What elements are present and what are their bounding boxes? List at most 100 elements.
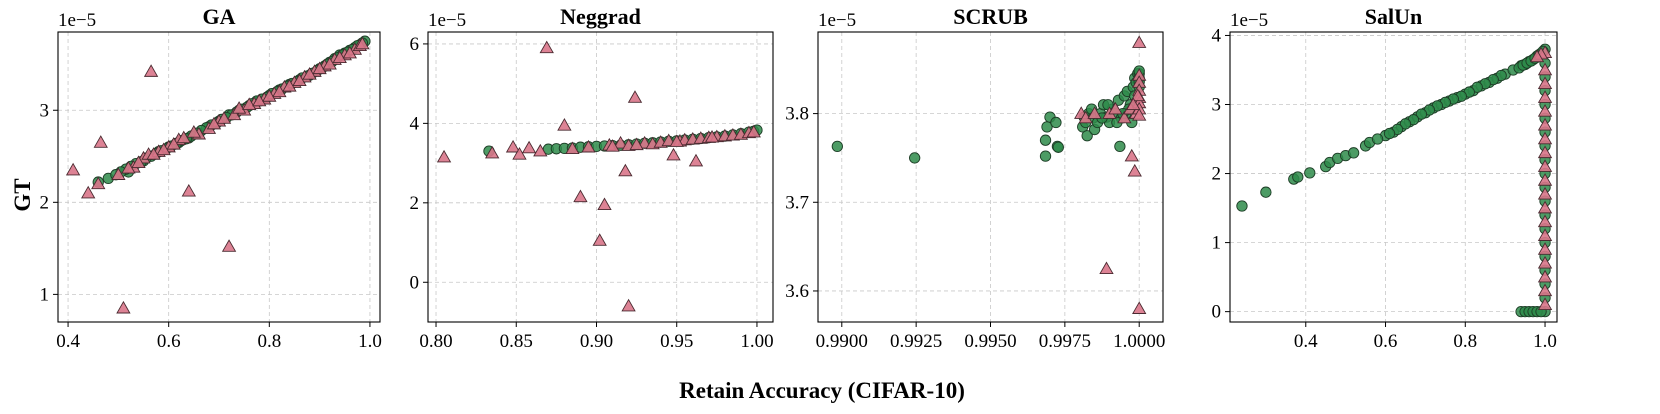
plot-area xyxy=(428,32,773,322)
grid xyxy=(818,32,1163,322)
y-scale-label: 1e−5 xyxy=(428,10,466,31)
y-tick-label: 1 xyxy=(1212,233,1222,254)
series-pink xyxy=(1529,45,1553,310)
point-triangle xyxy=(1537,269,1553,283)
point-circle xyxy=(1114,140,1126,153)
x-tick-label: 0.9950 xyxy=(964,331,1016,352)
point-triangle xyxy=(1130,88,1145,102)
point-triangle xyxy=(1117,110,1132,124)
point-circle xyxy=(1102,99,1114,111)
point-triangle xyxy=(1537,159,1553,172)
point-triangle xyxy=(1537,117,1553,131)
point-triangle xyxy=(557,118,572,131)
point-circle xyxy=(1236,200,1248,212)
point-triangle xyxy=(581,139,596,153)
point-triangle xyxy=(704,129,720,143)
point-triangle xyxy=(176,130,191,144)
point-triangle xyxy=(143,64,159,77)
point-triangle xyxy=(216,111,232,124)
panel-title: SalUn xyxy=(1365,4,1422,29)
point-triangle xyxy=(436,149,452,163)
point-triangle xyxy=(242,97,257,110)
point-triangle xyxy=(292,73,307,87)
panel-title: GA xyxy=(203,4,236,29)
y-tick-label: 3 xyxy=(1212,95,1222,116)
point-triangle xyxy=(1087,106,1102,119)
point-triangle xyxy=(512,147,527,160)
grid xyxy=(58,32,380,322)
point-circle xyxy=(1304,167,1316,179)
point-triangle xyxy=(322,56,337,70)
y-tick-label: 2 xyxy=(40,192,50,213)
point-triangle xyxy=(618,163,633,177)
y-scale-label: 1e−5 xyxy=(818,10,856,31)
marks xyxy=(831,35,1147,314)
point-triangle xyxy=(181,183,196,197)
x-tick-label: 1.0 xyxy=(358,331,382,352)
y-tick-label: 1 xyxy=(40,284,50,305)
x-tick-label: 1.00 xyxy=(740,331,773,352)
point-triangle xyxy=(1132,301,1147,314)
point-circle xyxy=(1081,130,1093,142)
point-triangle xyxy=(1537,256,1553,269)
point-triangle xyxy=(93,135,108,148)
panel-title: SCRUB xyxy=(953,4,1028,29)
point-triangle xyxy=(121,160,136,174)
point-triangle xyxy=(1537,228,1553,241)
shared-ylabel: GT xyxy=(10,178,35,211)
x-tick-label: 0.95 xyxy=(660,331,693,352)
point-triangle xyxy=(65,162,81,176)
point-triangle xyxy=(1127,163,1142,177)
x-tick-label: 0.8 xyxy=(1453,331,1477,352)
y-tick-label: 3.8 xyxy=(785,104,809,125)
point-triangle xyxy=(605,139,620,152)
point-triangle xyxy=(116,300,131,314)
point-triangle xyxy=(1537,200,1553,214)
y-scale-label: 1e−5 xyxy=(1230,10,1268,31)
x-tick-label: 0.4 xyxy=(1294,331,1318,352)
point-circle xyxy=(1052,141,1064,153)
point-triangle xyxy=(1537,297,1553,310)
x-tick-label: 0.6 xyxy=(1374,331,1398,352)
point-circle xyxy=(1292,171,1304,183)
x-tick-label: 0.6 xyxy=(157,331,181,352)
point-triangle xyxy=(613,135,628,149)
point-triangle xyxy=(1537,173,1553,186)
y-tick-label: 4 xyxy=(1212,25,1222,46)
y-tick-label: 4 xyxy=(410,113,420,134)
marks xyxy=(436,40,763,312)
point-triangle xyxy=(1537,214,1553,228)
point-triangle xyxy=(1537,186,1553,200)
point-circle xyxy=(909,152,921,164)
point-triangle xyxy=(505,139,521,153)
point-circle xyxy=(1039,134,1052,146)
point-triangle xyxy=(81,185,96,199)
point-circle xyxy=(1050,116,1062,129)
point-triangle xyxy=(312,61,327,75)
point-triangle xyxy=(1537,145,1553,159)
grid xyxy=(428,32,773,322)
y-tick-label: 2 xyxy=(410,193,420,214)
series-pink xyxy=(1074,35,1147,314)
series-pink xyxy=(65,36,370,314)
x-tick-label: 0.90 xyxy=(580,331,613,352)
x-tick-label: 1.0 xyxy=(1533,331,1557,352)
point-triangle xyxy=(565,141,580,155)
point-circle xyxy=(1415,108,1428,120)
point-triangle xyxy=(1537,242,1553,255)
point-triangle xyxy=(1537,131,1553,145)
point-circle xyxy=(831,140,843,153)
point-triangle xyxy=(131,155,146,168)
point-triangle xyxy=(1108,101,1123,115)
point-triangle xyxy=(111,167,126,180)
point-triangle xyxy=(355,36,370,50)
series-pink xyxy=(436,40,761,312)
y-scale-label: 1e−5 xyxy=(58,10,96,31)
point-triangle xyxy=(627,90,643,103)
x-tick-label: 0.4 xyxy=(56,331,80,352)
point-triangle xyxy=(1537,104,1553,117)
point-triangle xyxy=(533,143,548,157)
axes-frame xyxy=(57,31,381,323)
marks xyxy=(1236,43,1553,318)
point-triangle xyxy=(592,233,607,246)
